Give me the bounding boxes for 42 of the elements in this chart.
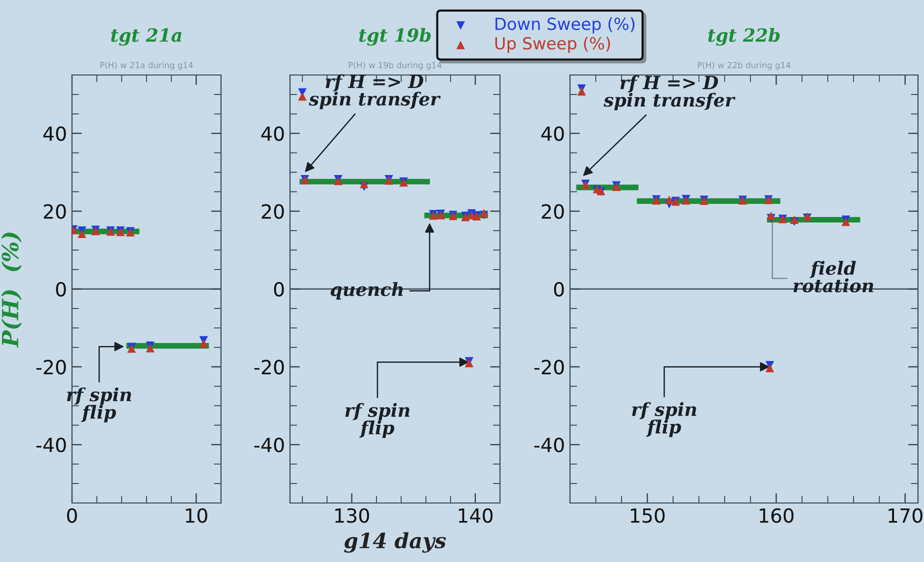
annotation: rf spin flip (345, 403, 410, 438)
y-tick-label: 20 (542, 204, 564, 219)
y-tick-label: -40 (36, 438, 66, 452)
chart-title: tgt 22b (708, 28, 780, 46)
point (577, 87, 586, 96)
legend-label: Up Sweep (%) (495, 36, 610, 53)
y-axis-title: P(H) (%) (1, 232, 22, 348)
x-tick-label: 160 (760, 508, 794, 523)
chart-title: tgt 19b (359, 28, 431, 46)
x-tick-label: 170 (888, 508, 922, 523)
text: P(H) w 21a during g14 (100, 62, 193, 70)
y-tick-label: 40 (43, 126, 66, 142)
y-tick-label: 40 (541, 126, 564, 142)
x-axis-title: g14 days (344, 532, 446, 553)
y-tick-label: 20 (262, 204, 284, 219)
y-tick-label: -40 (254, 438, 284, 452)
point (199, 339, 208, 348)
x-tick-label: 150 (630, 508, 665, 523)
point (78, 229, 86, 238)
x-tick-label: 10 (186, 508, 208, 523)
point (765, 364, 774, 372)
text: P(H) w 22b during g14 (698, 62, 790, 70)
y-tick-label: -20 (36, 360, 66, 374)
y-tick-label: 0 (56, 282, 66, 297)
text: P(H) w 19b during g14 (348, 62, 442, 70)
annotation: rf spin flip (632, 402, 696, 438)
y-tick-label: 0 (554, 282, 564, 297)
legend-label: Down Sweep (%) (496, 17, 634, 34)
annotation: rf H => D spin transfer (604, 75, 736, 110)
y-tick-label: 20 (44, 204, 66, 219)
point (360, 180, 368, 188)
y-tick-label: -40 (534, 438, 564, 452)
y-tick-label: 0 (274, 282, 284, 297)
x-tick-label: 0 (67, 508, 77, 523)
x-tick-label: 130 (335, 508, 370, 523)
x-tick-label: 140 (458, 508, 493, 523)
y-tick-label: -20 (534, 360, 564, 374)
y-tick-label: -20 (254, 360, 284, 374)
chart-title: tgt 21a (111, 28, 182, 46)
point (664, 196, 674, 204)
y-tick-label: 40 (261, 126, 284, 142)
point (298, 92, 307, 101)
